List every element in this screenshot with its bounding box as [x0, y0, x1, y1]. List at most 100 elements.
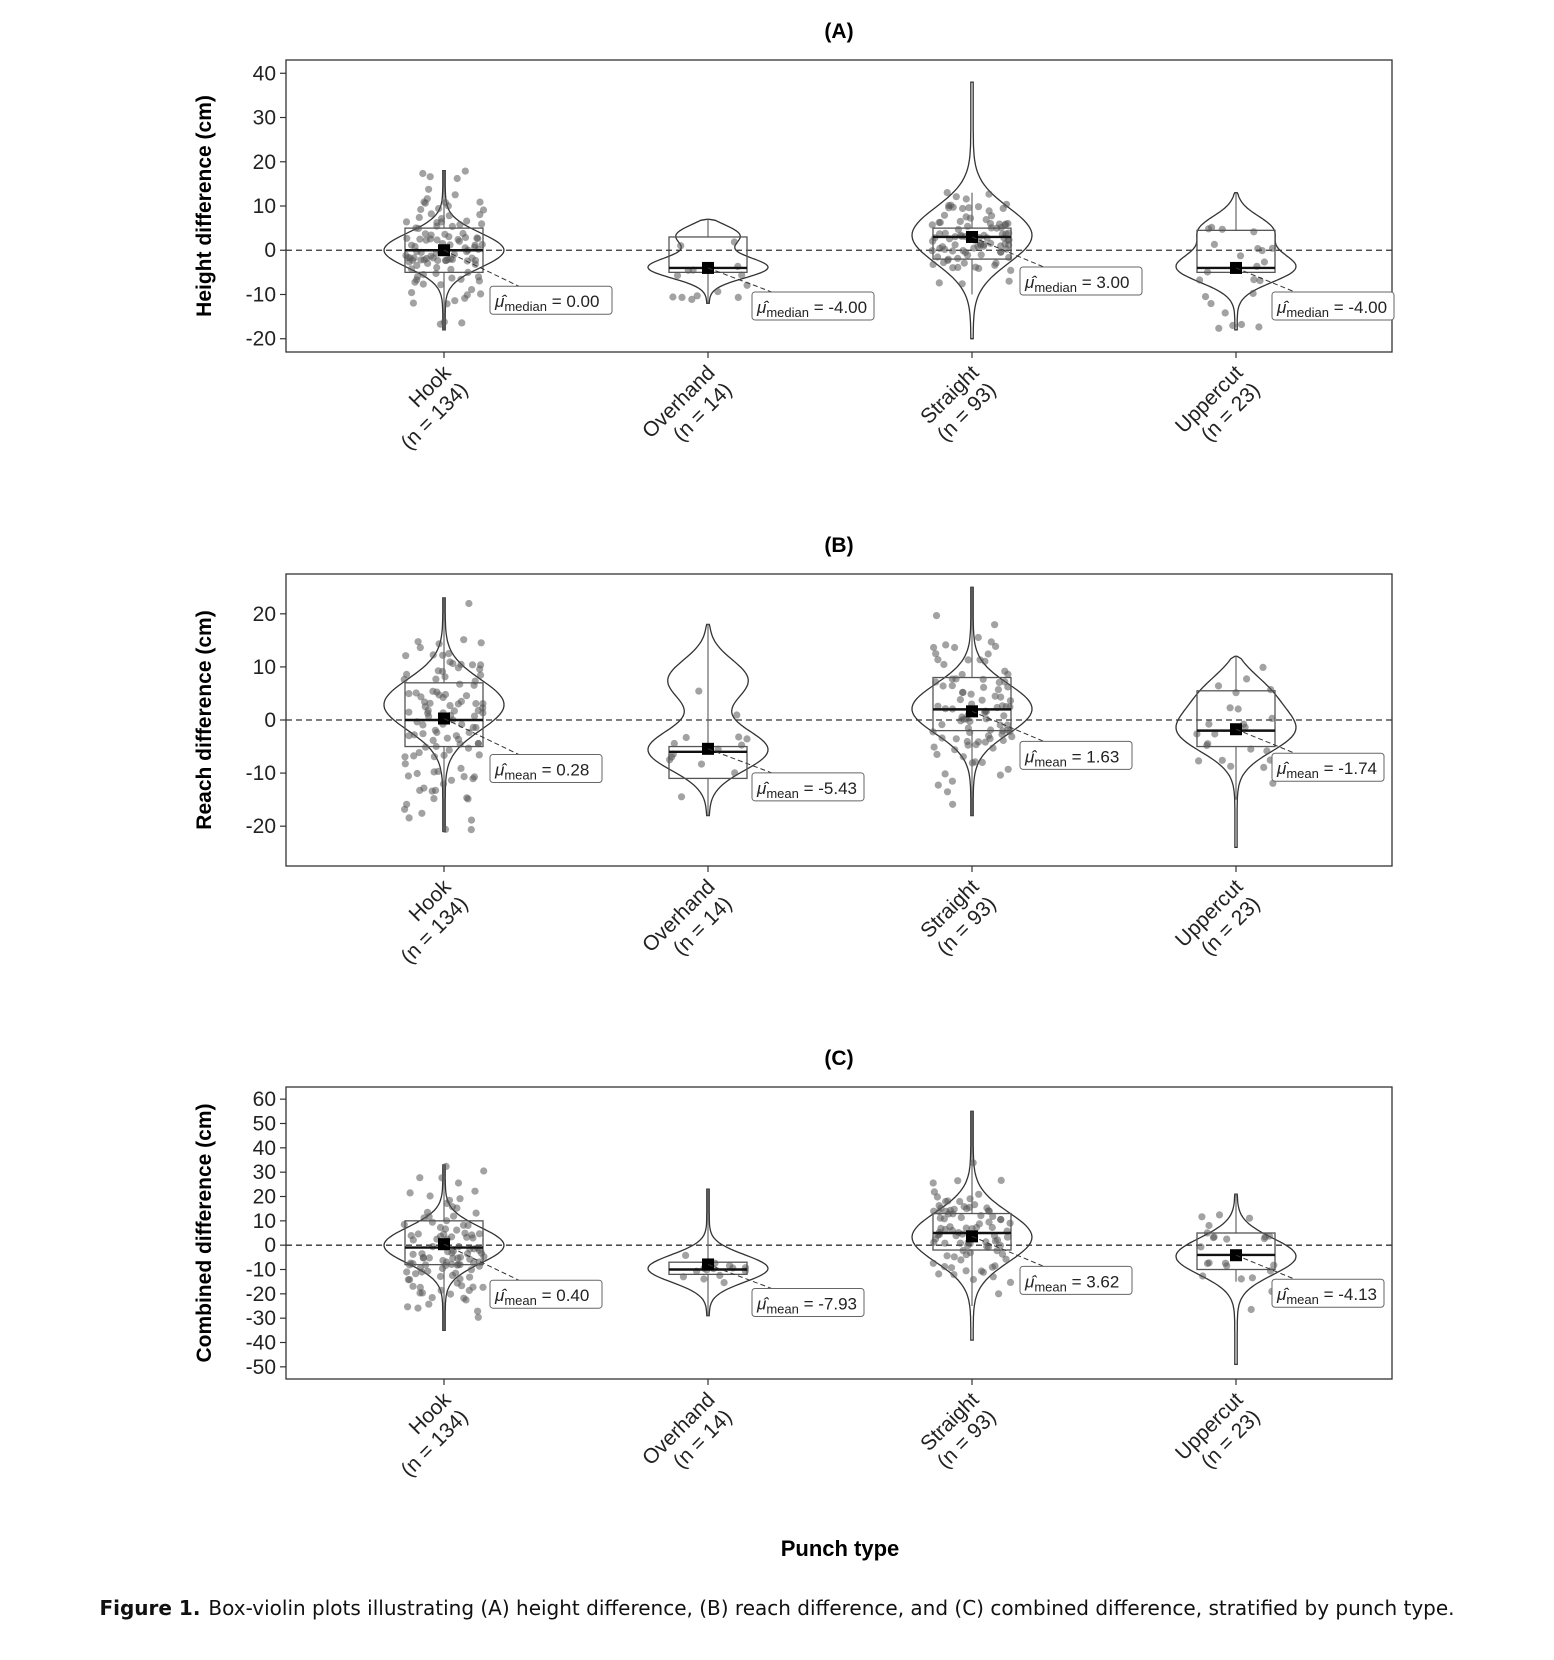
data-point: [471, 241, 479, 249]
data-point: [985, 1218, 993, 1226]
data-point: [423, 1208, 432, 1216]
data-point: [959, 688, 967, 697]
data-point: [988, 1223, 996, 1232]
y-tick-label: -10: [246, 1259, 276, 1282]
data-point: [445, 212, 453, 220]
data-point: [974, 203, 983, 211]
annotation-value: = 3.62: [1067, 1272, 1119, 1291]
data-point: [1001, 678, 1009, 686]
data-point: [403, 670, 411, 679]
data-point: [985, 190, 993, 198]
data-point: [446, 702, 454, 710]
data-point: [670, 739, 678, 748]
annotation-mu-symbol: μ̂: [1024, 273, 1037, 292]
data-point: [735, 733, 743, 741]
data-point: [449, 1254, 457, 1262]
y-tick-label: 20: [253, 151, 276, 174]
annotation-statistic: median: [766, 305, 809, 320]
data-point: [425, 185, 433, 193]
data-point: [469, 1283, 477, 1291]
y-tick-label: -20: [246, 1283, 276, 1306]
x-tick-label: Straight(n = 93): [916, 875, 1001, 960]
data-point: [457, 660, 465, 669]
data-point: [934, 781, 942, 789]
data-point: [972, 741, 980, 749]
annotation-label: μ̂mean = 0.28: [494, 761, 589, 783]
y-tick-label: 10: [253, 195, 276, 218]
annotation-label: μ̂mean = -7.93: [756, 1294, 857, 1316]
data-point: [978, 696, 986, 704]
data-point: [1245, 1214, 1254, 1222]
data-point: [469, 1234, 477, 1242]
data-point: [1255, 323, 1263, 331]
data-point: [943, 189, 951, 197]
data-point: [453, 1204, 461, 1212]
data-point: [417, 205, 425, 214]
box: [932, 1212, 1012, 1251]
data-point: [452, 732, 460, 740]
data-point: [406, 1189, 414, 1197]
data-point: [935, 279, 943, 287]
data-point: [464, 1221, 472, 1229]
annotation-mu-symbol: μ̂: [1276, 298, 1289, 317]
annotation-leader: [707, 748, 815, 790]
annotation-statistic: mean: [504, 1293, 537, 1308]
data-point: [1196, 276, 1204, 284]
panel-title: (A): [824, 20, 853, 43]
annotation-label: μ̂median = 3.00: [1024, 273, 1129, 295]
annotation-mu-symbol: μ̂: [1024, 747, 1037, 766]
data-point: [471, 1187, 479, 1195]
figure-caption-text: Box-violin plots illustrating (A) height…: [208, 1596, 1455, 1620]
annotation-value: = 0.40: [537, 1286, 589, 1305]
data-point: [941, 229, 949, 237]
annotation-statistic: median: [504, 299, 547, 314]
annotation-statistic: mean: [766, 1301, 799, 1316]
annotation-statistic: mean: [766, 786, 799, 801]
annotation-label: μ̂mean = 1.63: [1024, 747, 1119, 769]
data-point: [734, 293, 742, 301]
data-point: [965, 204, 973, 212]
data-point: [975, 264, 983, 272]
annotation-box: [1019, 740, 1133, 770]
data-point: [996, 721, 1004, 729]
data-point: [1218, 756, 1226, 764]
data-point: [673, 271, 682, 280]
data-point: [936, 230, 944, 238]
data-point: [964, 656, 972, 664]
data-point: [477, 1249, 486, 1257]
data-point: [995, 678, 1003, 687]
data-point: [1215, 324, 1223, 332]
data-point: [989, 1212, 997, 1220]
data-point: [1221, 309, 1229, 317]
data-point: [984, 650, 992, 658]
data-point: [441, 825, 450, 834]
data-point: [462, 692, 471, 700]
data-point: [1211, 730, 1219, 738]
data-point: [969, 1275, 978, 1284]
data-point: [463, 217, 471, 225]
data-point: [950, 1253, 958, 1261]
annotation-box: [1271, 752, 1385, 782]
annotation-value: = 1.63: [1067, 747, 1119, 766]
data-point: [935, 218, 943, 227]
data-point: [995, 1290, 1003, 1298]
data-point: [945, 204, 953, 212]
data-point: [420, 198, 428, 206]
data-point: [1260, 258, 1268, 266]
annotation-label: μ̂mean = -1.74: [1276, 759, 1377, 781]
y-tick-label: -50: [246, 1356, 276, 1379]
annotation-leader: [707, 1263, 815, 1305]
box: [404, 1220, 484, 1266]
data-point: [956, 1197, 964, 1206]
data-point: [1210, 240, 1218, 248]
data-point: [462, 1296, 470, 1304]
data-point: [930, 643, 938, 652]
data-point: [451, 191, 459, 199]
data-point: [452, 1269, 460, 1277]
data-point: [467, 816, 476, 824]
data-point: [1203, 741, 1211, 750]
data-point: [411, 242, 419, 251]
annotation-leader: [707, 267, 815, 309]
data-point: [434, 667, 442, 675]
data-point: [468, 661, 477, 669]
